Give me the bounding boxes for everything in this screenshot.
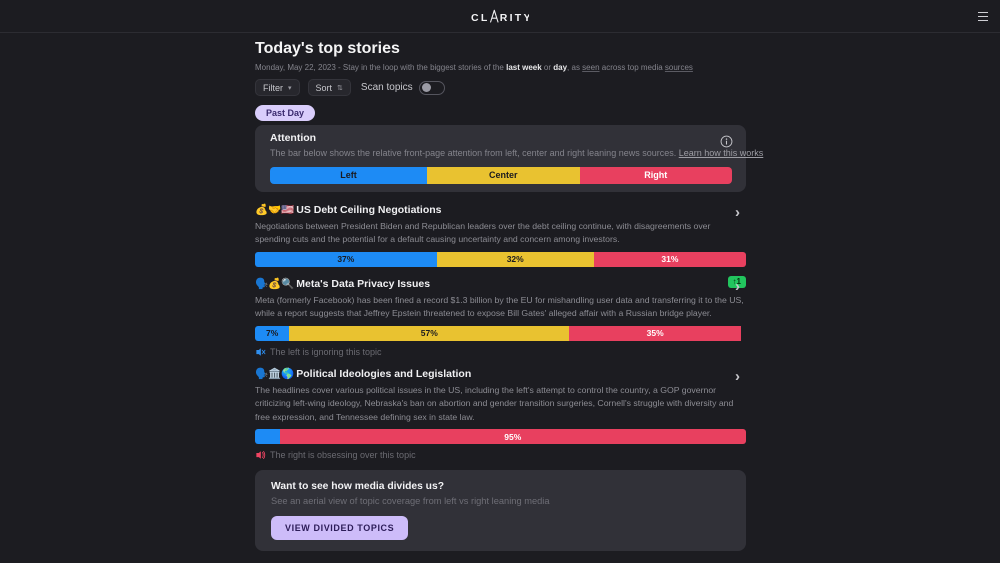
svg-text:CL: CL xyxy=(471,11,490,23)
svg-text:RITY: RITY xyxy=(500,11,529,23)
